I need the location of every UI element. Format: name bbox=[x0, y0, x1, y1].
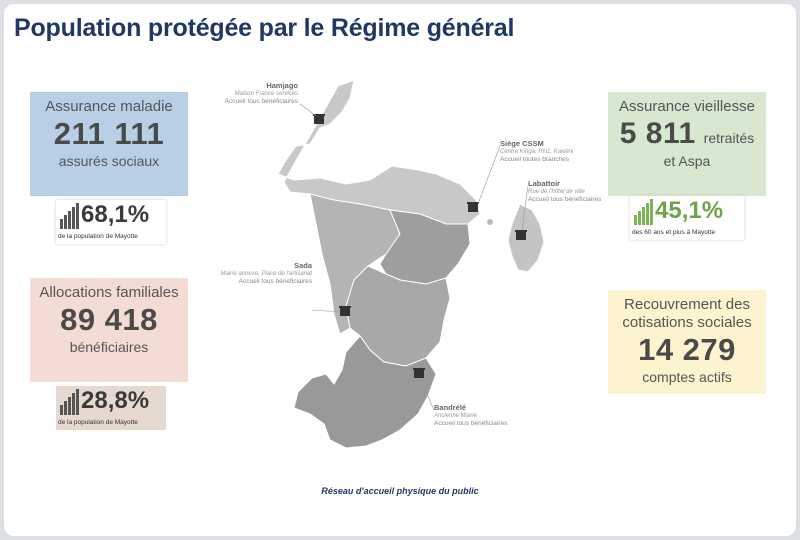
building-icon-siege bbox=[467, 202, 479, 212]
page-title: Population protégée par le Régime généra… bbox=[14, 14, 515, 42]
location-address: Maison France services bbox=[234, 91, 298, 97]
card-assurance-maladie: Assurance maladie 211 111 assurés sociau… bbox=[30, 92, 188, 196]
location-service: Accueil tous bénéficiaires bbox=[434, 420, 508, 427]
card-sub: et Aspa bbox=[663, 153, 711, 169]
building-icon-bandrele bbox=[413, 368, 425, 378]
stat-famille: 28,8% de la population de Mayotte bbox=[56, 386, 166, 430]
location-service: Accueil tous bénéficiaires bbox=[224, 98, 298, 105]
card-sub: bénéficiaires bbox=[69, 339, 149, 355]
building-icon-labattoir bbox=[515, 230, 527, 240]
location-labattoir: Labattoir Rue de l'hôtel de ville Accuei… bbox=[528, 180, 618, 204]
map-south-center bbox=[345, 265, 451, 367]
location-sada: Sada Mairie annexe, Place de l'artisanat… bbox=[204, 262, 312, 286]
card-sub: assurés sociaux bbox=[58, 153, 160, 169]
map-south bbox=[293, 335, 437, 449]
card-value-suffix: retraités bbox=[703, 130, 755, 146]
bar-chart-icon bbox=[634, 199, 653, 225]
stat-percent: 28,8% bbox=[81, 387, 150, 414]
location-name: Hamjago bbox=[266, 81, 298, 90]
location-name: Sada bbox=[294, 261, 312, 270]
card-allocations-familiales: Allocations familiales 89 418 bénéficiai… bbox=[30, 278, 188, 382]
stat-maladie: 68,1% de la population de Mayotte bbox=[56, 200, 166, 244]
card-label: Allocations familiales bbox=[39, 284, 179, 301]
mayotte-map bbox=[277, 79, 545, 449]
location-address: Rue de l'hôtel de ville bbox=[528, 189, 585, 195]
location-siege: Siège CSSM Centre Kinga, RN1, Kawéni Acc… bbox=[500, 140, 600, 164]
location-service: Accueil toutes branches bbox=[500, 156, 570, 163]
map-caption: Réseau d'accueil physique du public bbox=[321, 486, 479, 496]
card-value: 14 279 bbox=[638, 332, 736, 367]
card-assurance-vieillesse: Assurance vieillesse 5 811 retraités et … bbox=[608, 92, 766, 196]
building-icon-sada bbox=[339, 306, 351, 316]
card-label: Assurance maladie bbox=[45, 98, 173, 115]
card-value: 211 111 bbox=[53, 116, 165, 151]
location-address: Mairie annexe, Place de l'artisanat bbox=[220, 271, 312, 277]
stat-percent: 45,1% bbox=[655, 197, 724, 224]
card-sub: comptes actifs bbox=[642, 369, 732, 385]
bar-chart-icon bbox=[60, 203, 79, 229]
bar-chart-icon bbox=[60, 389, 79, 415]
location-service: Accueil tous bénéficiaires bbox=[238, 278, 312, 285]
card-recouvrement: Recouvrement des cotisations sociales 14… bbox=[608, 290, 766, 394]
card-value: 5 811 bbox=[619, 117, 696, 150]
location-address: Centre Kinga, RN1, Kawéni bbox=[500, 149, 574, 155]
stat-caption: des 60 ans et plus à Mayotte bbox=[632, 229, 716, 236]
location-hamjago: Hamjago Maison France services Accueil t… bbox=[208, 82, 298, 106]
stat-percent: 68,1% bbox=[81, 201, 150, 228]
stat-caption: de la population de Mayotte bbox=[58, 233, 138, 240]
card-label: Recouvrement des cotisations sociales bbox=[622, 296, 752, 331]
location-name: Labattoir bbox=[528, 179, 561, 188]
header bbox=[4, 4, 796, 56]
stat-vieillesse: 45,1% des 60 ans et plus à Mayotte bbox=[630, 196, 744, 240]
card-label: Assurance vieillesse bbox=[619, 98, 755, 115]
card-value: 89 418 bbox=[60, 302, 158, 337]
location-address: Ancienne Mairie bbox=[434, 413, 478, 419]
location-service: Accueil tous bénéficiaires bbox=[528, 196, 602, 203]
location-name: Bandrélé bbox=[434, 403, 467, 412]
stat-caption: de la population de Mayotte bbox=[58, 419, 138, 426]
location-bandrele: Bandrélé Ancienne Mairie Accueil tous bé… bbox=[434, 404, 534, 428]
map-north-region bbox=[277, 79, 481, 225]
islet bbox=[487, 219, 493, 225]
building-icon-hamjago bbox=[313, 114, 325, 124]
location-name: Siège CSSM bbox=[500, 139, 544, 148]
